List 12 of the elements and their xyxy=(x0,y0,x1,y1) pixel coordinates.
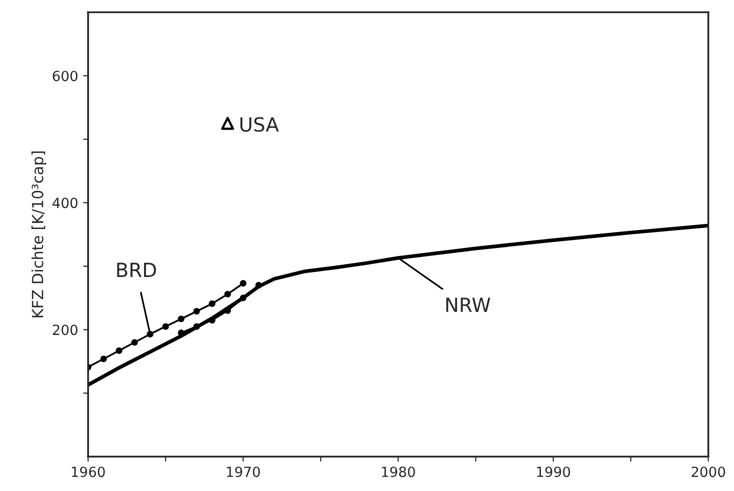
x-tick-label: 1960 xyxy=(72,466,105,478)
y-tick-label: 400 xyxy=(52,198,78,208)
y-axis-title: KFZ Dichte [K/10³cap] xyxy=(32,151,46,318)
x-tick-label: 1970 xyxy=(226,466,260,478)
text: NRW xyxy=(446,298,490,312)
x-tick-label: 1990 xyxy=(537,466,570,478)
y-tick-label: 600 xyxy=(52,70,78,82)
series-label: USA xyxy=(240,117,279,132)
x-tick-label: 2000 xyxy=(692,466,726,478)
text: BRD xyxy=(117,262,156,277)
x-tick-label: 1980 xyxy=(382,466,415,478)
y-tick-label: 200 xyxy=(52,324,78,336)
